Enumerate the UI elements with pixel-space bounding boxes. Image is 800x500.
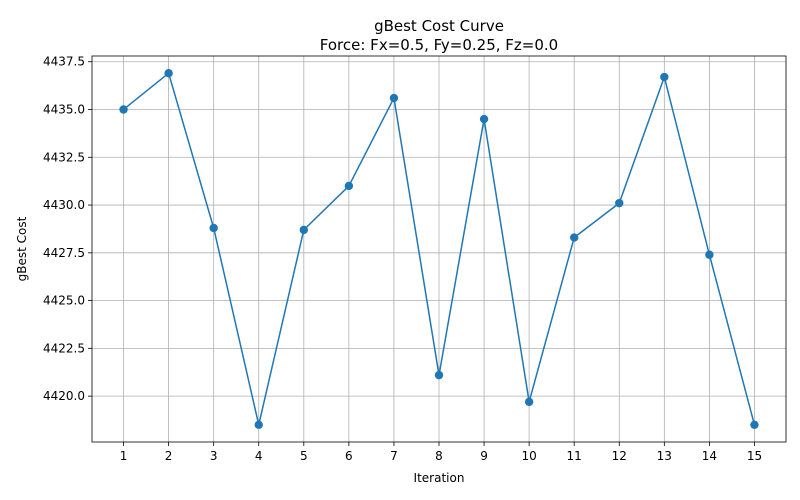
data-point <box>344 181 354 191</box>
x-tick-label: 14 <box>702 449 717 463</box>
x-tick-label: 2 <box>165 449 173 463</box>
data-point <box>479 114 489 124</box>
plot-frame <box>91 55 787 443</box>
y-tick-label: 4422.5 <box>43 341 85 355</box>
ticks: 1 2 3 4 5 6 7 8 9 10 11 12 13 14 154420.04422.54425.04… <box>43 55 762 463</box>
x-tick-label: 9 <box>480 449 488 463</box>
y-tick-label: 4420.0 <box>43 389 85 403</box>
chart-subtitle: Force: Fx=0.5, Fy=0.25, Fz=0.0 <box>320 36 558 54</box>
x-tick-label: 1 <box>120 449 128 463</box>
y-tick-label: 4430.0 <box>43 198 85 212</box>
data-point <box>254 420 263 430</box>
data-point <box>750 420 759 430</box>
y-tick-label: 4427.5 <box>43 246 85 260</box>
data-point <box>615 198 624 208</box>
grid <box>92 56 786 442</box>
data-point <box>209 223 218 233</box>
chart-title: gBest Cost Curve <box>374 17 504 35</box>
x-tick-label: 5 <box>300 449 308 463</box>
x-axis-label: Iteration <box>414 471 465 485</box>
data-point <box>524 397 534 407</box>
data-point <box>434 370 444 380</box>
data-point <box>164 68 173 78</box>
series <box>119 68 759 430</box>
y-tick-label: 4432.5 <box>43 150 85 164</box>
data-point <box>660 72 669 82</box>
y-tick-label: 4425.0 <box>43 294 85 308</box>
x-tick-label: 15 <box>747 449 762 463</box>
x-tick-label: 3 <box>210 449 218 463</box>
x-tick-label: 8 <box>435 449 443 463</box>
y-tick-label: 4437.5 <box>43 55 85 69</box>
y-tick-label: 4435.0 <box>43 103 85 117</box>
x-tick-label: 10 <box>521 449 536 463</box>
data-point <box>119 105 128 114</box>
data-point <box>569 233 579 242</box>
x-tick-label: 11 <box>567 449 582 463</box>
x-tick-label: 12 <box>612 449 627 463</box>
y-axis-label: gBest Cost <box>15 216 29 281</box>
data-point <box>299 225 309 235</box>
data-point <box>389 93 399 103</box>
x-tick-label: 13 <box>657 449 672 463</box>
x-tick-label: 6 <box>345 449 353 463</box>
x-tick-label: 4 <box>255 449 263 463</box>
data-point <box>705 250 714 259</box>
x-tick-label: 7 <box>390 449 398 463</box>
